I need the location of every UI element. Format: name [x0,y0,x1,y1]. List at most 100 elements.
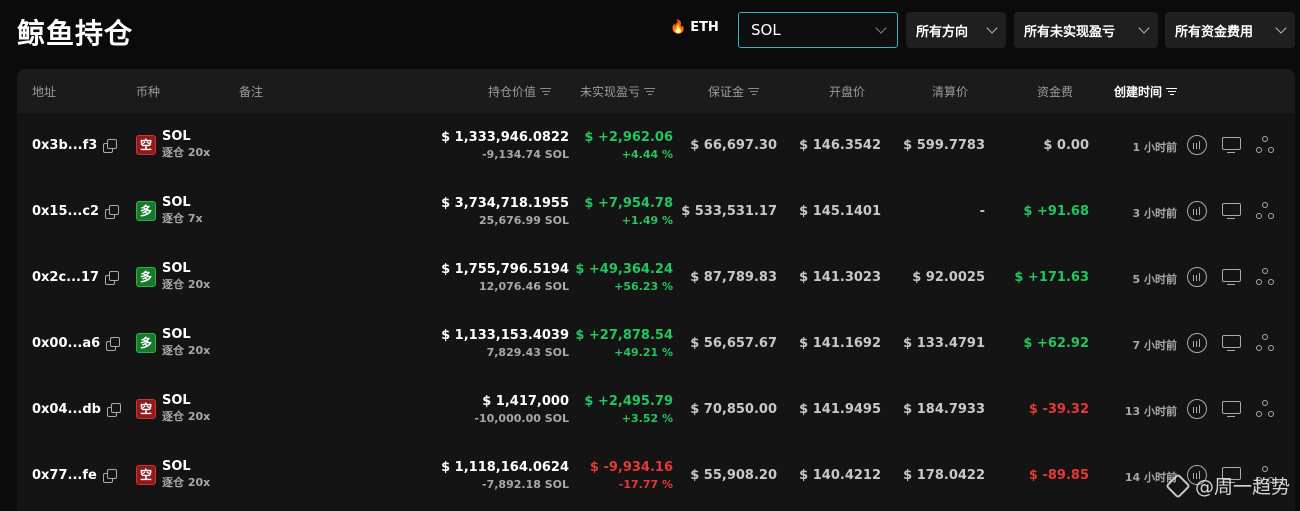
copy-icon[interactable] [105,205,120,219]
col-funding: 资金费 [1036,85,1073,99]
pnl-value: $ +7,954.78 [584,196,673,211]
pnl-percent: +3.52 % [621,412,673,425]
position-value: $ 1,755,796.5194 [441,262,569,277]
monitor-icon[interactable] [1221,201,1241,221]
table-row[interactable]: 0x77...fe 空 SOL 逐仓 20x $ 1,118,164.0624 … [17,443,1295,509]
margin-value: $ 70,850.00 [690,402,777,417]
col-position-value[interactable]: 持仓价值 [488,83,551,100]
funding-value: $ 0.00 [1043,138,1089,153]
share-icon[interactable] [1255,399,1275,419]
pnl-cell: $ +7,954.78 +1.49 % [584,195,673,228]
chevron-down-icon [1275,22,1287,34]
funding-value: $ +91.68 [1023,204,1089,219]
funding-filter[interactable]: 所有资金费用 [1165,12,1295,48]
share-icon[interactable] [1255,135,1275,155]
funding-value: $ -89.85 [1028,468,1089,483]
pnl-percent: +49.21 % [614,346,673,359]
pnl-value: $ +2,962.06 [584,130,673,145]
chart-icon[interactable] [1187,333,1207,353]
entry-price-value: $ 146.3542 [799,138,881,153]
address-text[interactable]: 0x77...fe [32,468,97,483]
funding-value: $ +171.63 [1014,270,1089,285]
table-row[interactable]: 0x2c...17 多 SOL 逐仓 20x $ 1,755,796.5194 … [17,245,1295,311]
direction-filter[interactable]: 所有方向 [906,12,1006,48]
eth-tag[interactable]: 🔥 ETH [670,20,719,35]
address-text[interactable]: 0x00...a6 [32,336,101,351]
liq-price-value: $ 92.0025 [912,270,985,285]
address-text[interactable]: 0x2c...17 [32,270,100,285]
monitor-icon[interactable] [1221,135,1241,155]
pnl-percent: +4.44 % [621,148,673,161]
copy-icon[interactable] [106,337,121,351]
chart-icon[interactable] [1187,201,1207,221]
margin-value: $ 66,697.30 [690,138,777,153]
monitor-icon[interactable] [1221,333,1241,353]
pnl-cell: $ +49,364.24 +56.23 % [575,261,673,294]
table-row[interactable]: 0x3b...f3 空 SOL 逐仓 20x $ 1,333,946.0822 … [17,113,1295,179]
pnl-percent: +1.49 % [621,214,673,227]
coin-symbol: SOL [162,327,191,342]
chevron-down-icon [875,22,887,34]
created-time: 13 小时前 [1124,405,1177,418]
monitor-icon[interactable] [1221,399,1241,419]
address-cell[interactable]: 0x04...db [32,402,121,417]
funding-value: $ +62.92 [1023,336,1089,351]
side-badge: 多 [136,200,156,221]
col-unrealized-pnl[interactable]: 未实现盈亏 [580,83,655,100]
entry-price-value: $ 141.9495 [799,402,881,417]
share-icon[interactable] [1255,201,1275,221]
table-row[interactable]: 0x00...a6 多 SOL 逐仓 20x $ 1,133,153.4039 … [17,311,1295,377]
margin-value: $ 55,908.20 [690,468,777,483]
copy-icon[interactable] [102,469,117,483]
address-cell[interactable]: 0x00...a6 [32,336,121,351]
share-icon[interactable] [1255,465,1275,485]
row-actions [1187,267,1275,287]
address-cell[interactable]: 0x2c...17 [32,270,120,285]
chevron-down-icon [986,22,998,34]
col-liq-price: 清算价 [931,85,968,99]
funding-filter-label: 所有资金费用 [1175,24,1254,40]
coin-cell: 空 SOL 逐仓 20x [136,393,210,424]
monitor-icon[interactable] [1221,267,1241,287]
address-cell[interactable]: 0x3b...f3 [32,138,118,153]
monitor-icon[interactable] [1221,465,1241,485]
col-created-time[interactable]: 创建时间 [1114,83,1177,100]
chart-icon[interactable] [1187,399,1207,419]
share-icon[interactable] [1255,333,1275,353]
address-cell[interactable]: 0x15...c2 [32,204,120,219]
pnl-filter[interactable]: 所有未实现盈亏 [1014,12,1158,48]
chart-icon[interactable] [1187,267,1207,287]
position-value: $ 1,417,000 [482,394,569,409]
created-time: 14 小时前 [1124,471,1177,484]
position-size: -9,134.74 SOL [482,148,569,161]
copy-icon[interactable] [105,271,120,285]
leverage-text: 逐仓 7x [162,212,203,225]
coin-symbol: SOL [162,129,191,144]
address-text[interactable]: 0x3b...f3 [32,138,98,153]
page-title: 鲸鱼持仓 [17,17,134,50]
chart-icon[interactable] [1187,465,1207,485]
chart-icon[interactable] [1187,135,1207,155]
col-margin[interactable]: 保证金 [708,83,759,100]
table-row[interactable]: 0x15...c2 多 SOL 逐仓 7x $ 3,734,718.1955 2… [17,179,1295,245]
coin-symbol: SOL [162,393,191,408]
liq-price-value: $ 133.4791 [903,336,985,351]
coin-select[interactable]: SOL [738,12,898,48]
chevron-down-icon [1138,22,1150,34]
liq-price-value: - [979,204,985,219]
table-row[interactable]: 0x04...db 空 SOL 逐仓 20x $ 1,417,000 -10,0… [17,377,1295,443]
copy-icon[interactable] [106,403,121,417]
row-actions [1187,333,1275,353]
position-value: $ 3,734,718.1955 [441,196,569,211]
copy-icon[interactable] [103,139,118,153]
logo-icon [1165,472,1191,499]
pnl-filter-label: 所有未实现盈亏 [1024,24,1116,40]
address-text[interactable]: 0x15...c2 [32,204,100,219]
position-value-cell: $ 1,133,153.4039 7,829.43 SOL [441,327,569,360]
share-icon[interactable] [1255,267,1275,287]
eth-label: ETH [690,20,719,35]
side-badge: 空 [136,464,156,485]
direction-filter-label: 所有方向 [916,24,969,40]
address-cell[interactable]: 0x77...fe [32,468,117,483]
address-text[interactable]: 0x04...db [32,402,101,417]
